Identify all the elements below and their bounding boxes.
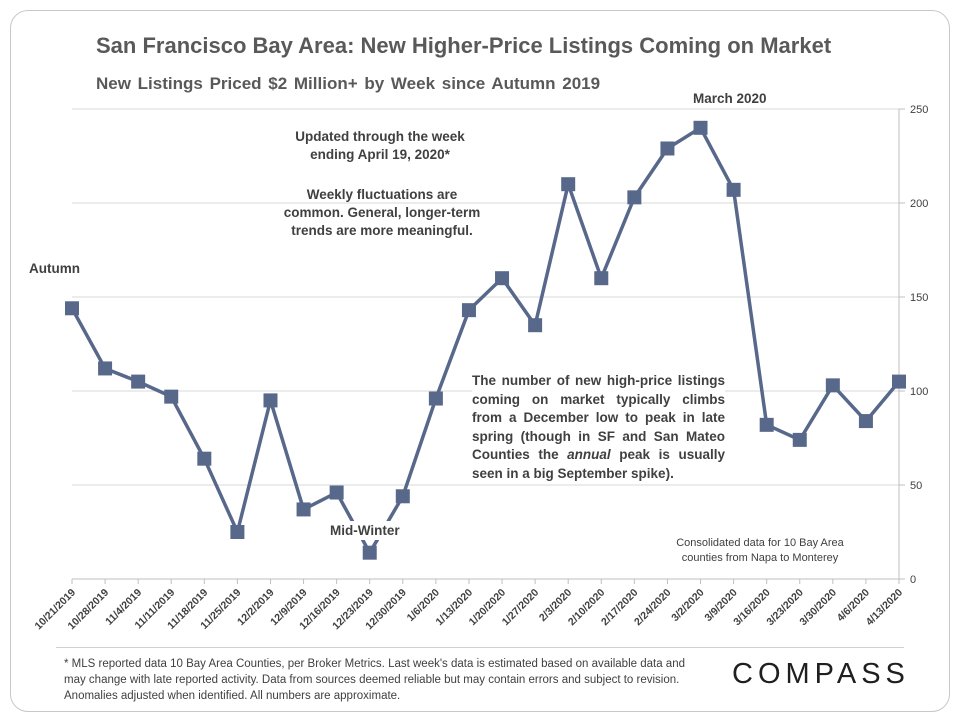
updated-note: Updated through the week ending April 19… bbox=[270, 128, 490, 164]
y-tick-label: 50 bbox=[910, 480, 922, 492]
footer-divider bbox=[56, 647, 904, 648]
x-tick-label: 3/2/2020 bbox=[669, 587, 706, 624]
fluctuation-line-2: common. General, longer-term bbox=[283, 205, 481, 220]
y-tick-label: 100 bbox=[910, 386, 928, 398]
data-point-marker bbox=[561, 177, 576, 192]
footer-note: * MLS reported data 10 Bay Area Counties… bbox=[64, 658, 685, 702]
compass-logo: COMPASS bbox=[732, 658, 910, 690]
data-point-marker bbox=[230, 525, 245, 539]
data-point-marker bbox=[65, 301, 79, 316]
updated-line-1: Updated through the week bbox=[295, 129, 465, 144]
data-point-marker bbox=[594, 271, 609, 286]
explainer-note: The number of new high-price listings co… bbox=[472, 372, 725, 483]
data-point-marker bbox=[461, 303, 476, 318]
x-tick-labels: 10/21/201910/28/201911/4/201911/11/20191… bbox=[32, 587, 905, 633]
mid-winter-label: Mid-Winter bbox=[327, 521, 403, 540]
updated-line-2: ending April 19, 2020* bbox=[310, 147, 450, 162]
data-point-marker bbox=[197, 451, 212, 466]
data-point-marker bbox=[296, 502, 311, 517]
x-tick-label: 3/30/2020 bbox=[797, 587, 839, 629]
data-point-marker bbox=[693, 120, 708, 135]
data-point-marker bbox=[263, 393, 278, 408]
fluctuation-line-1: Weekly fluctuations are bbox=[306, 187, 458, 202]
data-point-marker bbox=[892, 374, 906, 389]
data-point-marker bbox=[395, 489, 410, 504]
explainer-emphasis: annual bbox=[567, 447, 611, 462]
data-point-marker bbox=[164, 389, 179, 404]
data-point-marker bbox=[825, 378, 840, 393]
data-point-marker bbox=[495, 271, 510, 286]
y-tick-label: 0 bbox=[910, 574, 916, 586]
data-point-marker bbox=[726, 182, 741, 197]
data-point-marker bbox=[759, 417, 774, 432]
y-tick-label: 250 bbox=[910, 104, 928, 116]
data-point-marker bbox=[792, 432, 807, 447]
consolidated-note: Consolidated data for 10 Bay Area counti… bbox=[660, 536, 860, 566]
data-point-marker bbox=[428, 391, 443, 406]
data-point-marker bbox=[362, 545, 377, 560]
data-point-marker bbox=[660, 141, 675, 156]
x-tick-label: 1/27/2020 bbox=[500, 587, 542, 629]
x-tick-label: 4/13/2020 bbox=[864, 587, 906, 629]
data-point-marker bbox=[858, 414, 873, 429]
slide-frame bbox=[10, 10, 950, 712]
y-tick-label: 150 bbox=[910, 292, 928, 304]
chart-title: San Francisco Bay Area: New Higher-Price… bbox=[96, 33, 832, 58]
autumn-label: Autumn bbox=[26, 259, 83, 278]
data-point-marker bbox=[329, 485, 344, 500]
axes bbox=[71, 108, 905, 584]
consolidated-line-2: counties from Napa to Monterey bbox=[681, 552, 839, 564]
data-point-marker bbox=[98, 361, 113, 376]
data-point-marker bbox=[627, 190, 642, 205]
fluctuation-note: Weekly fluctuations are common. General,… bbox=[262, 186, 502, 240]
y-tick-labels: 0 50 100 150 200 250 bbox=[910, 104, 928, 586]
fluctuation-line-3: trends are more meaningful. bbox=[291, 223, 473, 238]
explainer-text-2: peak is usually seen in a big September … bbox=[472, 447, 725, 481]
series-path bbox=[70, 126, 901, 555]
x-tick-label: 2/24/2020 bbox=[632, 587, 674, 629]
data-point-marker bbox=[528, 318, 543, 333]
explainer-text-1: The number of new high-price listings co… bbox=[472, 373, 725, 462]
series-line bbox=[65, 120, 906, 560]
march-2020-label: March 2020 bbox=[690, 89, 770, 108]
y-tick-label: 200 bbox=[910, 198, 928, 210]
data-point-marker bbox=[131, 374, 146, 389]
consolidated-line-1: Consolidated data for 10 Bay Area bbox=[676, 537, 844, 549]
chart-subtitle: New Listings Priced $2 Million+ by Week … bbox=[96, 74, 601, 93]
